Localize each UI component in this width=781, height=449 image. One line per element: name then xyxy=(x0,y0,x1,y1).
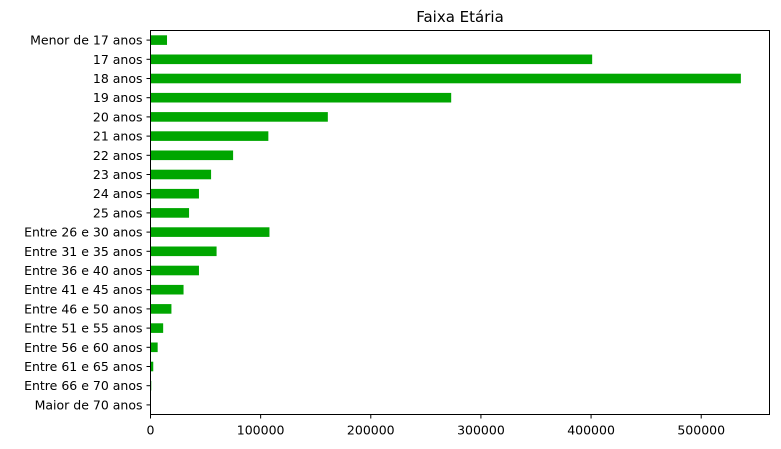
bars-group xyxy=(150,35,741,410)
bar xyxy=(150,361,154,372)
bar xyxy=(150,112,328,122)
y-tick-label: Entre 51 e 55 anos xyxy=(24,321,142,336)
y-tick-label: Entre 26 e 30 anos xyxy=(24,225,142,240)
y-tick-label: 18 anos xyxy=(93,71,143,86)
bar xyxy=(150,54,593,65)
y-axis: Menor de 17 anos 17 anos 18 anos 19 anos 20 … xyxy=(24,33,151,412)
bar xyxy=(150,150,234,161)
bar xyxy=(150,169,212,180)
y-tick-label: Menor de 17 anos xyxy=(30,33,142,48)
y-tick-label: Entre 56 e 60 anos xyxy=(24,340,142,355)
bar xyxy=(150,284,184,295)
bar xyxy=(150,304,172,314)
y-tick-label: Entre 46 e 50 anos xyxy=(24,301,142,316)
bar xyxy=(150,265,199,276)
bar xyxy=(150,188,199,199)
y-tick-label: Entre 61 e 65 anos xyxy=(24,359,142,374)
y-tick-label: 21 anos xyxy=(93,129,143,144)
y-tick-label: Entre 31 e 35 anos xyxy=(24,244,142,259)
x-axis: 0 100000 200000 300000 400000 500000 xyxy=(147,414,725,438)
y-tick-label: Maior de 70 anos xyxy=(35,397,143,412)
bar xyxy=(150,131,269,141)
bar xyxy=(150,73,741,84)
x-tick-label: 0 xyxy=(147,423,155,438)
chart-title: Faixa Etária xyxy=(416,8,504,26)
x-tick-label: 400000 xyxy=(567,423,615,438)
y-tick-label: 22 anos xyxy=(93,148,143,163)
x-tick-label: 200000 xyxy=(347,423,395,438)
y-tick-label: 19 anos xyxy=(93,90,143,105)
y-tick-label: Entre 66 e 70 anos xyxy=(24,378,142,393)
bar xyxy=(150,323,164,333)
y-tick-label: 24 anos xyxy=(93,186,143,201)
plot-frame xyxy=(150,30,770,415)
x-tick-label: 100000 xyxy=(237,423,285,438)
x-tick-label: 500000 xyxy=(677,423,725,438)
bar xyxy=(150,342,158,353)
y-tick-label: 25 anos xyxy=(93,205,143,220)
bar xyxy=(150,92,452,103)
bar xyxy=(150,208,190,218)
y-tick-label: Entre 41 e 45 anos xyxy=(24,282,142,297)
y-tick-label: 17 anos xyxy=(93,52,143,67)
bar xyxy=(150,227,270,237)
y-tick-label: 20 anos xyxy=(93,109,143,124)
y-tick-label: Entre 36 e 40 anos xyxy=(24,263,142,278)
bar xyxy=(150,35,168,45)
bar xyxy=(150,246,217,257)
x-tick-label: 300000 xyxy=(457,423,505,438)
y-tick-label: 23 anos xyxy=(93,167,143,182)
